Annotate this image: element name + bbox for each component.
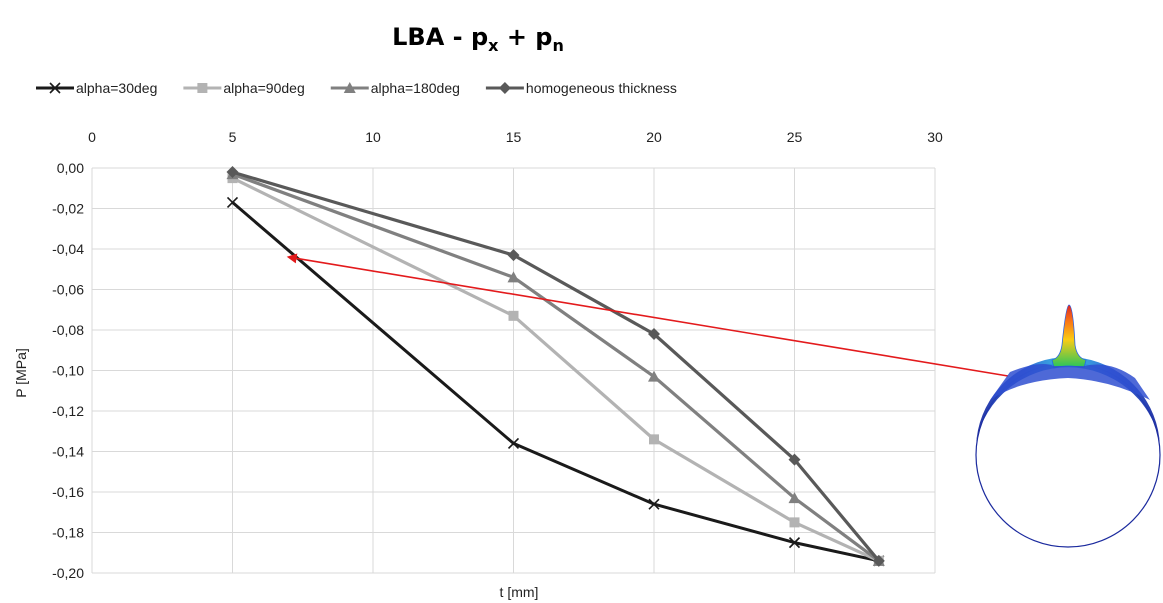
x-axis-ticks: 0 5 10 15 20 25 30 xyxy=(88,129,943,145)
x-axis-label: t [mm] xyxy=(500,584,539,600)
legend-label: alpha=90deg xyxy=(223,80,304,96)
series-1 xyxy=(227,173,884,566)
x-tick-label: 30 xyxy=(927,129,943,145)
y-tick-label: -0,14 xyxy=(52,444,84,460)
data-point xyxy=(649,434,659,445)
legend-label: alpha=180deg xyxy=(371,80,460,96)
chart-title: LBA - px + pn xyxy=(392,23,564,55)
x-tick-label: 0 xyxy=(88,129,96,145)
legend-marker xyxy=(343,82,356,93)
y-axis-label: P [MPa] xyxy=(13,348,29,398)
legend-marker xyxy=(498,82,511,94)
legend: alpha=30deg alpha=90deg alpha=180deg homoge… xyxy=(36,80,677,96)
y-tick-label: -0,08 xyxy=(52,322,84,338)
series-layer xyxy=(226,166,885,567)
data-point xyxy=(226,166,239,179)
legend-item-1: alpha=90deg xyxy=(183,80,305,96)
series-line-1 xyxy=(231,176,880,563)
y-tick-label: 0,00 xyxy=(57,160,84,176)
title-mid: + p xyxy=(498,23,552,51)
series-line-0 xyxy=(231,201,880,563)
annotation-arrow xyxy=(286,253,1009,377)
y-tick-label: -0,12 xyxy=(52,403,84,419)
y-tick-label: -0,06 xyxy=(52,282,84,298)
legend-item-3: homogeneous thickness xyxy=(485,80,677,96)
legend-marker xyxy=(49,82,61,94)
series-2 xyxy=(226,168,885,566)
x-tick-label: 5 xyxy=(229,129,237,145)
deformed-cylinder-inset xyxy=(975,304,1161,548)
legend-label: homogeneous thickness xyxy=(526,80,677,96)
legend-label: alpha=30deg xyxy=(76,80,157,96)
legend-item-0: alpha=30deg xyxy=(36,80,157,96)
series-0 xyxy=(226,196,885,567)
data-point xyxy=(648,370,660,382)
data-point xyxy=(508,310,519,321)
legend-marker xyxy=(197,83,208,93)
x-tick-label: 15 xyxy=(506,129,522,145)
y-axis-ticks: 0,00 -0,02 -0,04 -0,06 -0,08 -0,10 -0,12 -0,14 -… xyxy=(52,160,84,581)
data-point xyxy=(789,517,800,528)
series-line-3 xyxy=(232,170,881,562)
series-3 xyxy=(226,166,885,567)
legend-item-2: alpha=180deg xyxy=(330,80,460,96)
data-point xyxy=(507,437,520,449)
y-tick-label: -0,16 xyxy=(52,484,84,500)
y-tick-label: -0,20 xyxy=(52,565,84,581)
data-point xyxy=(507,249,520,262)
cylinder-top-shell xyxy=(990,364,1150,400)
x-tick-label: 10 xyxy=(365,129,381,145)
x-tick-label: 20 xyxy=(646,129,662,145)
data-point xyxy=(648,498,660,510)
buckling-bump xyxy=(1051,304,1087,369)
data-point xyxy=(648,328,660,341)
data-point xyxy=(507,271,520,283)
title-subscript-n: n xyxy=(552,36,563,55)
data-point xyxy=(788,537,801,549)
title-main: LBA - p xyxy=(392,23,488,51)
grid-lines xyxy=(91,167,936,574)
y-tick-label: -0,10 xyxy=(52,363,84,379)
data-point xyxy=(788,492,801,504)
y-tick-label: -0,04 xyxy=(52,241,84,257)
data-point xyxy=(788,453,801,466)
x-tick-label: 25 xyxy=(787,129,803,145)
data-point xyxy=(872,554,885,567)
y-tick-label: -0,02 xyxy=(52,201,84,217)
title-subscript-x: x xyxy=(488,36,499,55)
y-tick-label: -0,18 xyxy=(52,525,84,541)
series-line-2 xyxy=(231,172,880,563)
data-point xyxy=(226,196,239,208)
